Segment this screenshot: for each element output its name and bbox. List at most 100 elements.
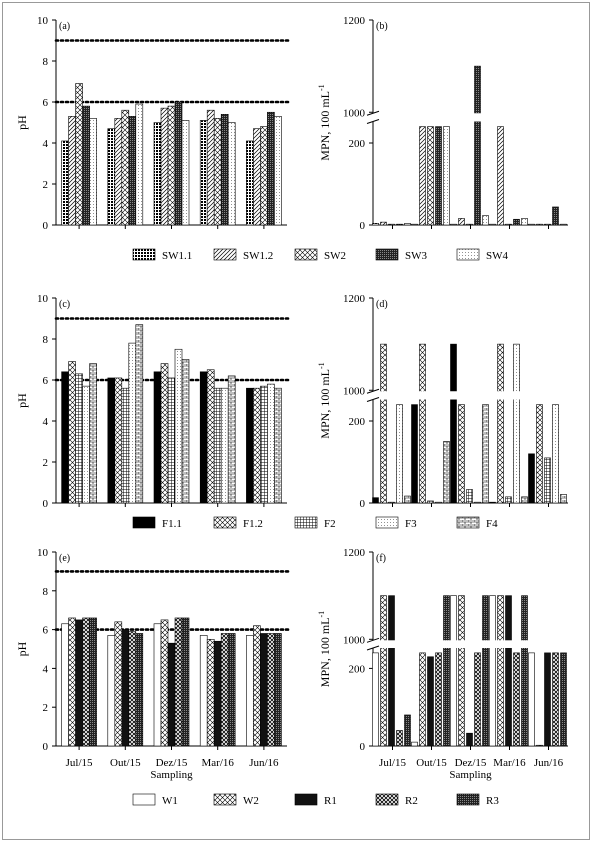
axis-break-gap bbox=[367, 640, 379, 648]
y-tick-label: 0 bbox=[43, 741, 49, 753]
bar-SW3-Jun/16 bbox=[552, 206, 559, 226]
legend-label: F1.1 bbox=[162, 518, 182, 530]
bar-W2-Jul/15 bbox=[68, 617, 76, 747]
y-axis-label: MPN, 100 mL-1 bbox=[317, 611, 332, 687]
bar-F4-Jun/16 bbox=[274, 387, 282, 504]
bar-SW1.1-Jun/16 bbox=[246, 140, 254, 226]
bar-break-gap bbox=[482, 640, 489, 648]
bar-W1-Mar/16 bbox=[489, 595, 496, 747]
panel-label: (e) bbox=[59, 553, 70, 564]
bar-R3-Out/15 bbox=[135, 633, 144, 747]
bar-W1-Jul/15 bbox=[61, 623, 69, 747]
bar-F3-Dez/15 bbox=[174, 348, 183, 504]
legend-label: R2 bbox=[405, 795, 418, 807]
y-tick-label: 0 bbox=[43, 220, 49, 232]
panel-c: (c) 0 2 4 6 8 10 pH bbox=[15, 293, 291, 510]
x-tick-label: Jul/15 bbox=[379, 757, 406, 769]
legend-label: R3 bbox=[486, 795, 499, 807]
bar-SW4-Jun/16 bbox=[274, 116, 282, 226]
bar-R2-Jul/15 bbox=[82, 617, 90, 747]
y-axis-label: pH bbox=[15, 393, 29, 408]
bar-R1-Jun/16 bbox=[544, 652, 551, 747]
bar-W1-Dez/15 bbox=[153, 623, 162, 747]
legend-label: SW3 bbox=[405, 250, 428, 262]
bar-F1.2-Out/15 bbox=[419, 343, 426, 504]
bar-SW2-Jul/15 bbox=[75, 83, 83, 226]
legend-label: R1 bbox=[324, 795, 337, 807]
y-tick-label: 6 bbox=[43, 625, 49, 637]
x-tick-label: Out/15 bbox=[416, 757, 447, 769]
bar-SW1.2-Jun/16 bbox=[253, 128, 261, 226]
x-tick-label: Mar/16 bbox=[202, 757, 235, 769]
legend-swatch-F4 bbox=[456, 516, 480, 529]
bar-F4-Out/15 bbox=[135, 324, 144, 504]
panel-e: (e) 0 2 4 6 8 10 pH Jul/15 Out/15 Dez/15 Mar/16 Jun/… bbox=[15, 547, 291, 781]
legend-label: F4 bbox=[486, 518, 498, 530]
y-axis-label-sup: -1 bbox=[317, 611, 326, 618]
bar-R1-Mar/16 bbox=[213, 640, 222, 747]
bar-F1.2-Jul/15 bbox=[380, 343, 387, 504]
bar-SW1.2-Dez/15 bbox=[160, 107, 169, 226]
bar-SW4-Mar/16 bbox=[227, 122, 236, 226]
bar-F1.1-Jun/16 bbox=[528, 453, 535, 504]
bar-SW3-Mar/16 bbox=[513, 218, 520, 226]
bar-W2-Mar/16 bbox=[206, 638, 215, 747]
bar-SW1.1-Jul/15 bbox=[372, 223, 379, 226]
bar-break-gap bbox=[489, 640, 496, 648]
y-tick-label: 6 bbox=[43, 375, 49, 387]
bar-SW1.2-Jul/15 bbox=[380, 221, 387, 226]
y-tick-label: 4 bbox=[43, 416, 49, 428]
bar-F3-Jul/15 bbox=[396, 404, 403, 504]
panel-f: (f) 0 200 1000 1200 MPN, 100 mL-1 Jul/15 Out/15… bbox=[317, 547, 568, 781]
bar-SW1.1-Jun/16 bbox=[528, 223, 535, 226]
panel-a: (a) 0 2 4 6 8 10 pH bbox=[15, 15, 291, 232]
bar-F4-Jun/16 bbox=[560, 494, 567, 504]
y-tick-label: 0 bbox=[360, 220, 366, 232]
bar-SW3-Dez/15 bbox=[174, 101, 183, 226]
x-tick-label: Dez/15 bbox=[156, 757, 188, 769]
x-tick-label: Jul/15 bbox=[66, 757, 93, 769]
legend-label: F2 bbox=[324, 518, 336, 530]
bar-W2-Out/15 bbox=[114, 621, 123, 747]
bar-SW2-Jun/16 bbox=[544, 223, 551, 226]
bar-W2-Out/15 bbox=[419, 652, 426, 747]
bar-R1-Dez/15 bbox=[167, 642, 176, 747]
bar-F3-Out/15 bbox=[128, 342, 137, 504]
y-tick-label: 1200 bbox=[343, 547, 366, 559]
bar-break-gap bbox=[388, 640, 395, 648]
legend-swatch-SW1.2 bbox=[213, 248, 237, 261]
bar-SW4-Dez/15 bbox=[482, 215, 489, 226]
bar-F1.1-Dez/15 bbox=[450, 343, 457, 504]
panel-label: (f) bbox=[376, 553, 386, 564]
legend-swatch-F2 bbox=[294, 516, 318, 529]
panel-d: (d) 0 200 1000 1200 MPN, 100 mL-1 bbox=[317, 293, 568, 510]
bar-F4-Dez/15 bbox=[482, 404, 489, 504]
x-axis-label: Sampling bbox=[449, 769, 492, 781]
bar-R1-Jun/16 bbox=[260, 633, 268, 747]
bar-W2-Jul/15 bbox=[380, 595, 387, 747]
bar-F4-Jul/15 bbox=[89, 363, 97, 504]
bar-F2-Mar/16 bbox=[505, 496, 512, 504]
bar-break-gap bbox=[474, 113, 481, 122]
x-tick-label: Jun/16 bbox=[249, 757, 279, 769]
bar-SW1.2-Dez/15 bbox=[458, 218, 465, 226]
panel-b: (b) 0 200 1000 1200 MPN, 100 mL-1 bbox=[317, 15, 568, 232]
bar-break-gap bbox=[497, 640, 504, 648]
bar-R3-Jun/16 bbox=[560, 652, 567, 747]
y-tick-label: 8 bbox=[43, 56, 49, 68]
bar-SW4-Jul/15 bbox=[89, 118, 97, 226]
legend-swatch-F1.1 bbox=[132, 516, 156, 529]
bar-R1-Jul/15 bbox=[75, 619, 83, 747]
bar-R1-Jul/15 bbox=[388, 595, 395, 747]
bar-F3-Out/15 bbox=[435, 501, 442, 504]
legend-swatch-SW4 bbox=[456, 248, 480, 261]
bar-SW4-Dez/15 bbox=[181, 120, 190, 226]
bar-SW1.1-Out/15 bbox=[107, 128, 116, 226]
y-tick-label: 8 bbox=[43, 586, 49, 598]
bar-SW1.2-Jun/16 bbox=[536, 223, 543, 226]
x-tick-label: Mar/16 bbox=[493, 757, 526, 769]
y-tick-label: 1000 bbox=[343, 385, 366, 397]
bar-SW2-Out/15 bbox=[121, 109, 130, 226]
bar-R2-Mar/16 bbox=[513, 652, 520, 747]
bar-SW4-Jul/15 bbox=[404, 223, 411, 226]
